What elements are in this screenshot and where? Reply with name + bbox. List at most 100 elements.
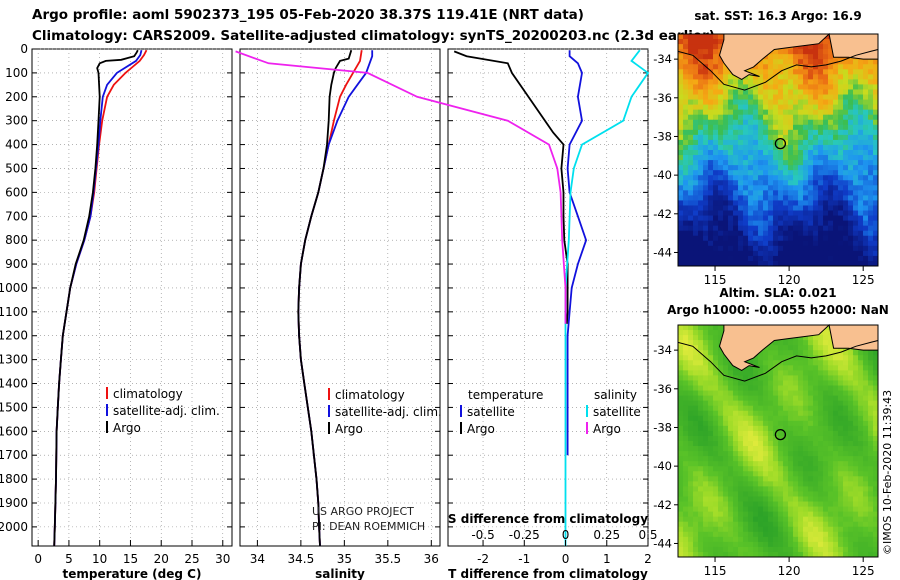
map-cell (778, 144, 784, 151)
map-cell (678, 235, 684, 242)
map-cell (803, 124, 809, 131)
map-cell (713, 365, 719, 371)
map-cell (823, 165, 829, 171)
map-cell (733, 446, 739, 452)
map-cell (708, 255, 714, 262)
map-cell (703, 486, 709, 492)
map-cell (873, 255, 879, 262)
map-cell (803, 415, 809, 422)
map-cell (863, 400, 869, 407)
map-cell (818, 129, 824, 136)
map-cell (758, 471, 764, 477)
map-cell (708, 134, 714, 141)
map-cell (698, 185, 704, 191)
depth-tick-label: 1900 (0, 496, 28, 510)
map-cell (813, 155, 819, 161)
map-cell (733, 119, 739, 126)
map-cell (753, 99, 759, 106)
map-cell (753, 104, 759, 111)
map-cell (803, 220, 809, 227)
map-cell (843, 104, 849, 111)
map-cell (733, 435, 739, 442)
map-cell (793, 245, 799, 252)
map-cell (818, 144, 824, 151)
map-cell (828, 104, 834, 111)
map-cell (808, 54, 814, 60)
map-cell (808, 420, 814, 427)
map-cell (753, 541, 759, 548)
map-cell (798, 190, 804, 196)
map-cell (853, 536, 859, 543)
map-cell (693, 175, 699, 181)
map-cell (828, 49, 834, 55)
map-cell (793, 400, 799, 407)
map-cell (803, 496, 809, 503)
map-cell (818, 340, 824, 346)
map-cell (708, 551, 714, 558)
map-cell (748, 441, 754, 447)
map-cell (808, 385, 814, 392)
map-cell (773, 536, 779, 543)
map-cell (833, 94, 839, 101)
map-cell (833, 260, 839, 267)
map-cell (678, 385, 684, 392)
map-cell (803, 69, 809, 75)
map-cell (808, 150, 814, 156)
map-cell (708, 345, 714, 351)
map-cell (818, 195, 824, 201)
depth-tick-label: 700 (5, 209, 28, 223)
map-cell (693, 491, 699, 497)
map-cell (718, 446, 724, 452)
map-cell (678, 59, 684, 65)
map-cell (803, 360, 809, 366)
map-cell (718, 365, 724, 371)
map-cell (818, 355, 824, 361)
map-cell (738, 516, 744, 523)
map-cell (778, 170, 784, 176)
map-x-tick-label: 115 (704, 273, 727, 287)
map-cell (698, 536, 704, 543)
map-cell (798, 175, 804, 181)
map-cell (828, 99, 834, 106)
map-cell (823, 340, 829, 346)
map-cell (853, 129, 859, 136)
map-cell (703, 370, 709, 376)
map-cell (868, 410, 874, 417)
depth-tick-label: 900 (5, 257, 28, 271)
map-cell (698, 410, 704, 417)
map-cell (773, 486, 779, 492)
map-cell (783, 451, 789, 457)
map-cell (698, 215, 704, 222)
map-cell (703, 210, 709, 217)
map-cell (793, 165, 799, 171)
map-cell (813, 340, 819, 346)
map-cell (833, 360, 839, 366)
map-cell (853, 185, 859, 191)
map-cell (798, 410, 804, 417)
map-cell (678, 501, 684, 508)
map-cell (718, 240, 724, 247)
map-cell (848, 235, 854, 242)
map-cell (763, 420, 769, 427)
map-cell (803, 89, 809, 96)
map-cell (758, 375, 764, 381)
map-cell (748, 451, 754, 457)
map-cell (733, 420, 739, 427)
map-cell (698, 150, 704, 156)
map-cell (728, 170, 734, 176)
map-cell (818, 430, 824, 437)
map-cell (793, 124, 799, 131)
map-cell (868, 395, 874, 402)
map-cell (863, 195, 869, 201)
map-cell (688, 441, 694, 447)
map-cell (713, 200, 719, 206)
map-cell (793, 496, 799, 503)
map-cell (693, 205, 699, 212)
map-cell (708, 380, 714, 387)
map-cell (808, 180, 814, 186)
map-cell (853, 124, 859, 131)
map-cell (753, 69, 759, 75)
map-cell (793, 501, 799, 508)
map-cell (833, 99, 839, 106)
map-cell (708, 400, 714, 407)
